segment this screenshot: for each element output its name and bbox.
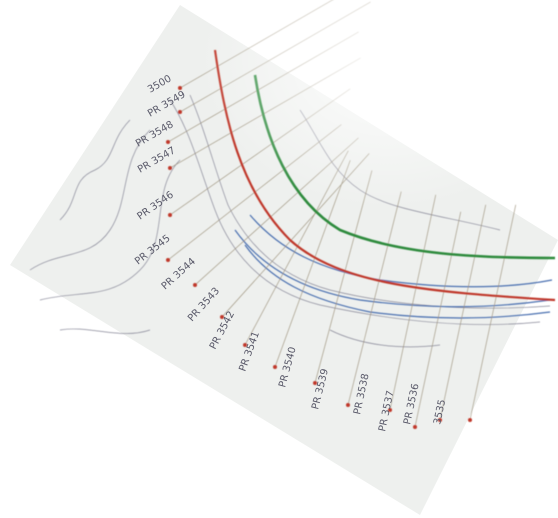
profile-label: 3535 [432,398,448,425]
profile-point [313,381,317,385]
profile-point [166,140,170,144]
profile-point [468,418,472,422]
profile-point [166,258,170,262]
profile-point [346,403,350,407]
profile-point [168,213,172,217]
profile-point [273,365,277,369]
profile-point [388,408,392,412]
profile-point [220,315,224,319]
profile-point [168,166,172,170]
profile-point [438,418,442,422]
glare [180,0,558,300]
profile-point [243,343,247,347]
profile-point [413,425,417,429]
